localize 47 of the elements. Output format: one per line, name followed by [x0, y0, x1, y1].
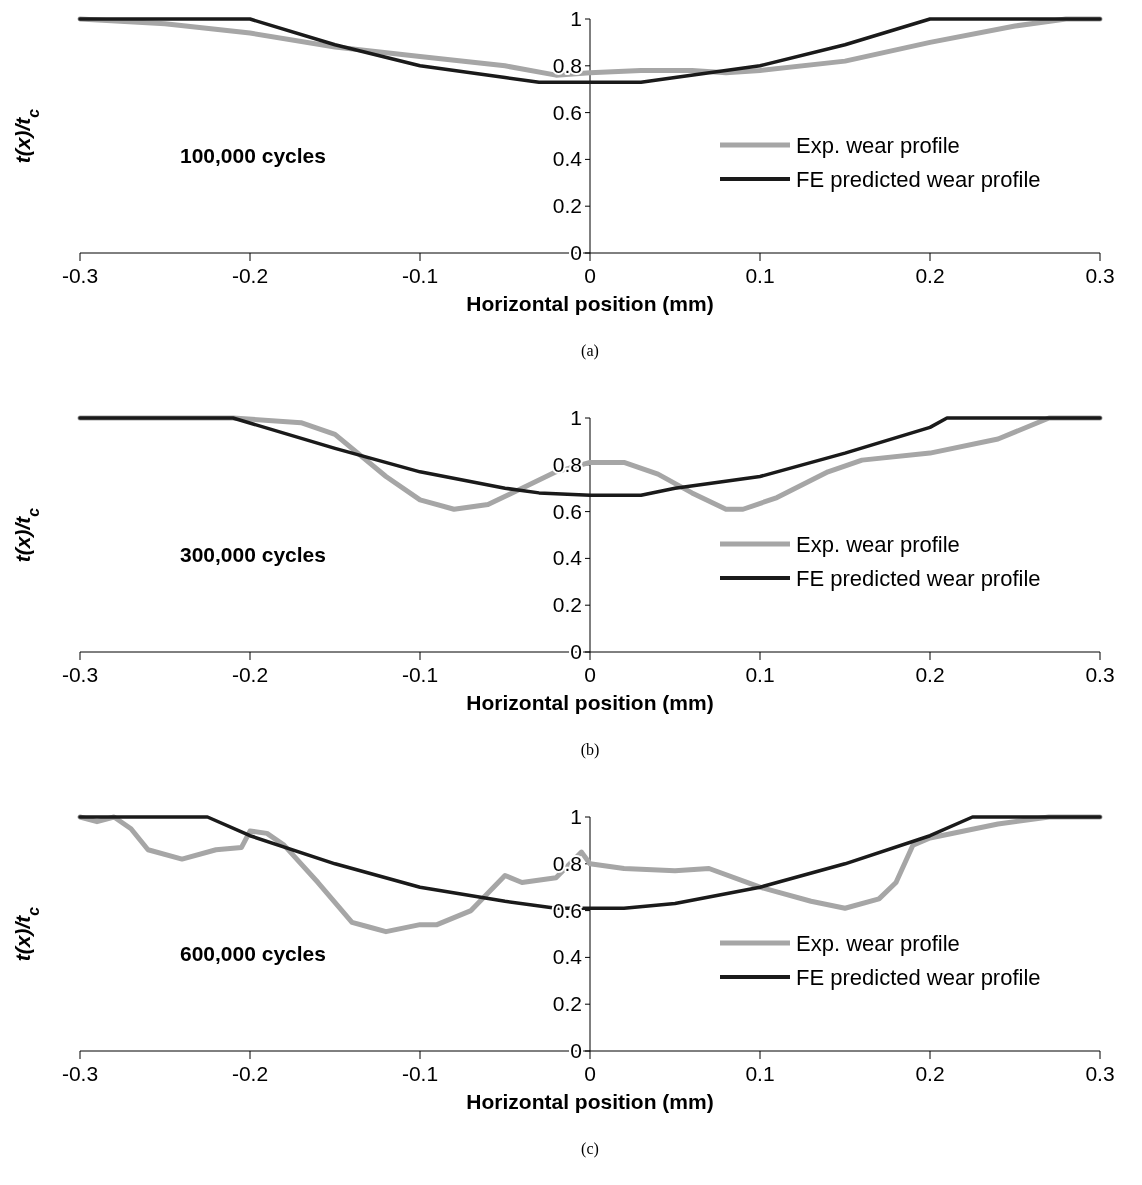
legend-label: FE predicted wear profile	[796, 566, 1041, 591]
x-axis-title: Horizontal position (mm)	[466, 691, 714, 714]
legend-label: FE predicted wear profile	[796, 965, 1041, 990]
x-tick-label: 0.2	[915, 1062, 945, 1085]
x-tick-label: -0.3	[61, 1062, 99, 1085]
x-tick-label: 0.1	[745, 264, 775, 287]
x-tick-label: -0.1	[401, 264, 439, 287]
x-axis-title: Horizontal position (mm)	[466, 1090, 714, 1113]
legend-label: Exp. wear profile	[796, 133, 960, 158]
y-tick-label: 0.4	[552, 546, 583, 570]
legend-label: FE predicted wear profile	[796, 167, 1041, 192]
y-tick-label: 0.6	[552, 499, 582, 523]
annotation: 300,000 cycles	[180, 543, 326, 566]
x-tick-label: 0.1	[745, 663, 775, 686]
x-tick-label: 0.2	[915, 264, 945, 287]
y-tick-label: 0.8	[552, 851, 582, 875]
y-tick-label: 0.4	[552, 147, 583, 171]
annotation: 100,000 cycles	[180, 144, 326, 167]
x-axis-title: Horizontal position (mm)	[466, 292, 714, 315]
x-tick-label: -0.2	[231, 1062, 269, 1085]
legend-label: Exp. wear profile	[796, 532, 960, 557]
x-tick-label: 0.2	[915, 663, 945, 686]
annotation: 600,000 cycles	[180, 942, 326, 965]
y-tick-label: 0.8	[552, 53, 582, 77]
legend-label: Exp. wear profile	[796, 931, 960, 956]
y-tick-label: 1	[570, 805, 582, 828]
y-tick-label: 0.8	[552, 452, 582, 476]
x-tick-label: 0.3	[1085, 663, 1115, 686]
y-tick-label: 0.2	[552, 194, 582, 218]
x-tick-label: -0.3	[61, 264, 99, 287]
x-tick-label: -0.2	[231, 663, 269, 686]
x-tick-label: 0.3	[1085, 1062, 1115, 1085]
x-tick-label: 0.1	[745, 1062, 775, 1085]
y-tick-label: 1	[570, 406, 582, 429]
x-tick-label: -0.1	[401, 1062, 439, 1085]
x-tick-label: 0.3	[1085, 264, 1115, 287]
y-tick-label: 1	[570, 7, 582, 30]
text: (b)	[580, 741, 600, 759]
x-tick-label: -0.1	[401, 663, 439, 686]
x-tick-label: -0.2	[231, 264, 269, 287]
y-tick-label: 0.4	[552, 945, 583, 969]
text: (a)	[581, 342, 599, 360]
y-tick-label: 0.2	[552, 992, 582, 1016]
y-tick-label: 0.6	[552, 100, 582, 124]
x-tick-label: -0.3	[61, 663, 99, 686]
text: (c)	[581, 1140, 599, 1158]
y-tick-label: 0.2	[552, 593, 582, 617]
